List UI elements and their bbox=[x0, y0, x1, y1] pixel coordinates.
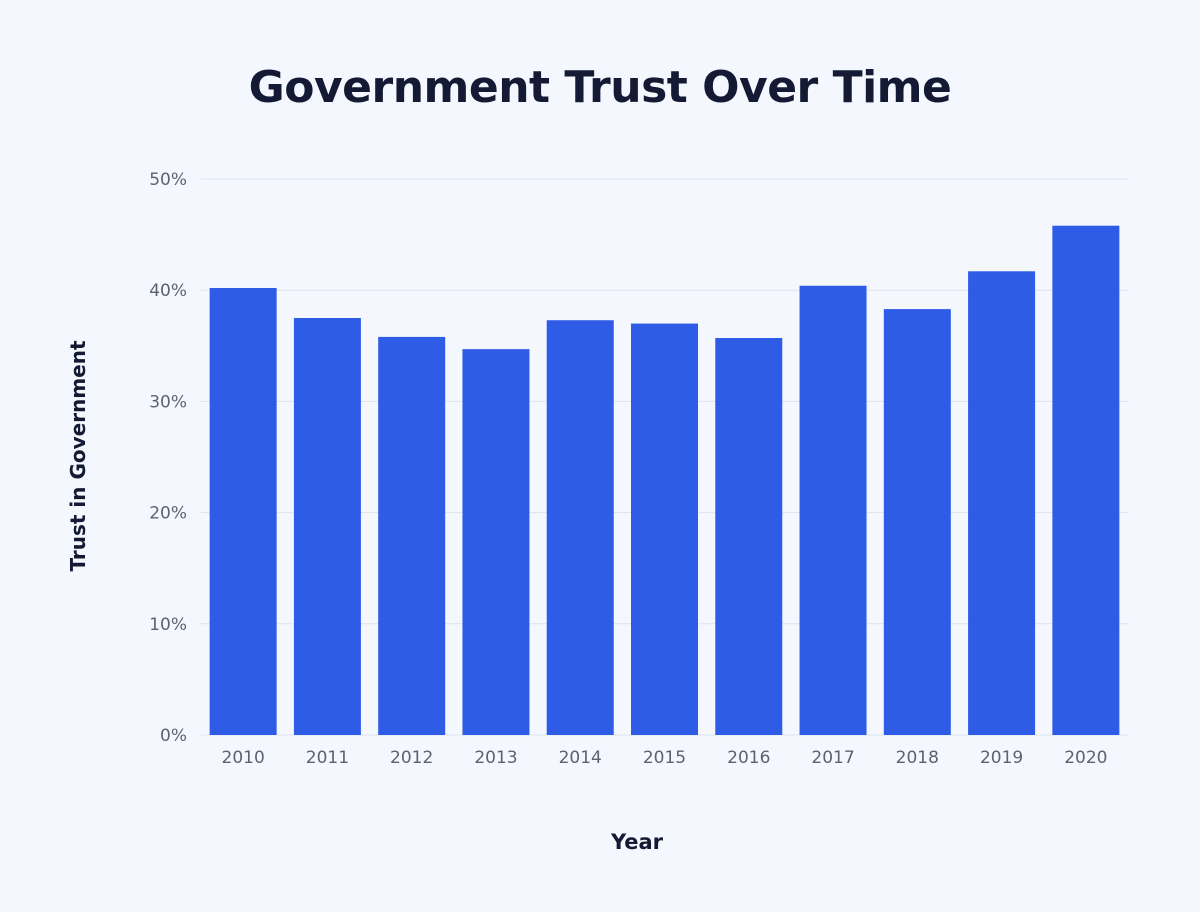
bar-2013 bbox=[462, 349, 530, 735]
bar-2010 bbox=[209, 287, 277, 735]
x-tick-label: 2016 bbox=[727, 748, 770, 768]
bar-2016 bbox=[715, 338, 783, 735]
bar-2014 bbox=[546, 320, 614, 735]
x-tick-label: 2019 bbox=[980, 748, 1023, 768]
y-tick-label: 50% bbox=[149, 170, 187, 190]
x-tick-label: 2015 bbox=[643, 748, 686, 768]
bar-2015 bbox=[631, 323, 698, 735]
y-tick-labels: 0% 10% 20% 30% 40% 50% bbox=[149, 170, 187, 746]
bar-2012 bbox=[378, 336, 446, 735]
x-axis-title: Year bbox=[610, 830, 664, 854]
x-tick-label: 2018 bbox=[896, 748, 939, 768]
y-tick-label: 40% bbox=[149, 281, 187, 301]
bar-2018 bbox=[883, 309, 951, 735]
y-tick-label: 10% bbox=[149, 615, 187, 635]
x-tick-label: 2011 bbox=[306, 748, 349, 768]
bar-2019 bbox=[968, 271, 1036, 735]
x-tick-labels: 2010 2011 2012 2013 2014 2015 2016 2017 2018 2019… bbox=[222, 748, 1108, 768]
x-tick-label: 2020 bbox=[1064, 748, 1107, 768]
bars bbox=[209, 225, 1120, 736]
y-tick-label: 20% bbox=[149, 504, 187, 524]
bar-2020 bbox=[1052, 225, 1120, 736]
y-tick-label: 0% bbox=[160, 726, 187, 746]
bar-2011 bbox=[293, 318, 361, 735]
chart-title: Government Trust Over Time bbox=[248, 62, 952, 113]
x-tick-label: 2014 bbox=[559, 748, 602, 768]
y-tick-label: 30% bbox=[149, 392, 187, 412]
bar-2017 bbox=[799, 285, 867, 735]
x-tick-label: 2012 bbox=[390, 748, 433, 768]
x-tick-label: 2010 bbox=[222, 748, 265, 768]
x-tick-label: 2013 bbox=[474, 748, 517, 768]
x-tick-label: 2017 bbox=[811, 748, 854, 768]
